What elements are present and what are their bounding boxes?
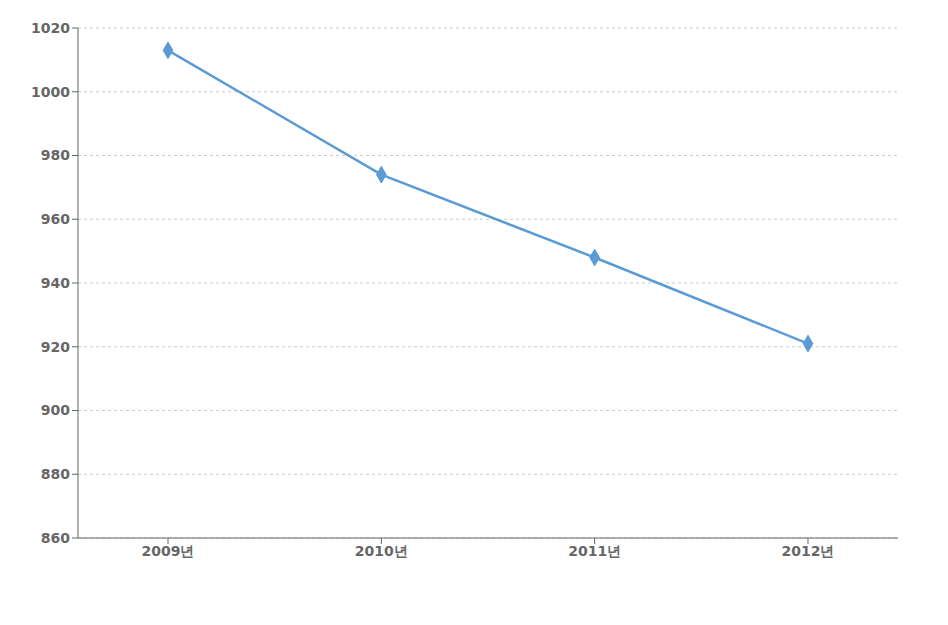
svg-text:880: 880 (41, 466, 70, 482)
svg-text:1000: 1000 (31, 84, 70, 100)
svg-text:900: 900 (41, 402, 70, 418)
svg-text:2012년: 2012년 (782, 543, 835, 559)
svg-text:2009년: 2009년 (142, 543, 195, 559)
svg-text:1020: 1020 (31, 20, 70, 36)
svg-text:860: 860 (41, 530, 70, 546)
svg-text:940: 940 (41, 275, 70, 291)
svg-text:920: 920 (41, 339, 70, 355)
svg-text:2010년: 2010년 (355, 543, 408, 559)
svg-text:980: 980 (41, 147, 70, 163)
svg-text:2011년: 2011년 (568, 543, 621, 559)
svg-text:960: 960 (41, 211, 70, 227)
